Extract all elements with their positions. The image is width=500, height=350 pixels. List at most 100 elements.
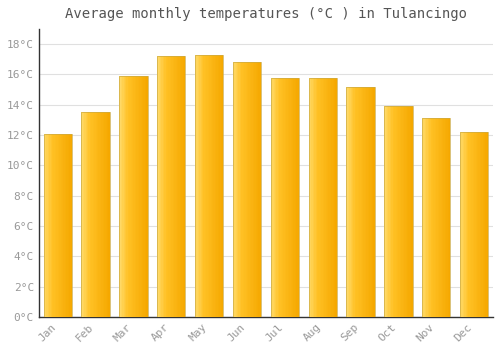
Bar <box>55 134 56 317</box>
Bar <box>318 77 320 317</box>
Bar <box>196 55 198 317</box>
Bar <box>252 62 254 317</box>
Bar <box>120 76 122 317</box>
Bar <box>407 106 408 317</box>
Bar <box>98 112 100 317</box>
Bar <box>206 55 208 317</box>
Bar <box>436 118 438 317</box>
Bar <box>83 112 84 317</box>
Bar <box>476 132 477 317</box>
Bar <box>314 77 316 317</box>
Bar <box>296 77 298 317</box>
Bar <box>290 77 292 317</box>
Bar <box>404 106 406 317</box>
Bar <box>88 112 90 317</box>
Bar <box>258 62 260 317</box>
Bar <box>467 132 468 317</box>
Bar <box>275 77 276 317</box>
Bar <box>374 86 375 317</box>
Bar <box>164 56 166 317</box>
Bar <box>45 134 46 317</box>
Bar <box>106 112 107 317</box>
Bar <box>348 86 349 317</box>
Bar <box>198 55 199 317</box>
Title: Average monthly temperatures (°C ) in Tulancingo: Average monthly temperatures (°C ) in Tu… <box>65 7 467 21</box>
Bar <box>320 77 322 317</box>
Bar <box>468 132 470 317</box>
Bar <box>396 106 397 317</box>
Bar <box>466 132 467 317</box>
Bar <box>96 112 97 317</box>
Bar <box>292 77 294 317</box>
Bar <box>439 118 440 317</box>
Bar <box>204 55 205 317</box>
Bar <box>286 77 288 317</box>
Bar <box>130 76 132 317</box>
Bar <box>331 77 332 317</box>
Bar <box>233 62 234 317</box>
Bar <box>166 56 167 317</box>
Bar <box>289 77 290 317</box>
Bar <box>233 62 261 317</box>
Bar <box>313 77 314 317</box>
Bar <box>384 106 412 317</box>
Bar <box>392 106 394 317</box>
Bar <box>484 132 486 317</box>
Bar <box>176 56 177 317</box>
Bar <box>256 62 257 317</box>
Bar <box>445 118 446 317</box>
Bar <box>474 132 476 317</box>
Bar <box>435 118 436 317</box>
Bar <box>370 86 372 317</box>
Bar <box>278 77 279 317</box>
Bar <box>470 132 472 317</box>
Bar <box>182 56 184 317</box>
Bar <box>145 76 146 317</box>
Bar <box>222 55 224 317</box>
Bar <box>125 76 126 317</box>
Bar <box>138 76 139 317</box>
Bar <box>236 62 237 317</box>
Bar <box>54 134 55 317</box>
Bar <box>234 62 235 317</box>
Bar <box>139 76 140 317</box>
Bar <box>247 62 248 317</box>
Bar <box>462 132 463 317</box>
Bar <box>408 106 410 317</box>
Bar <box>477 132 478 317</box>
Bar <box>422 118 424 317</box>
Bar <box>394 106 396 317</box>
Bar <box>312 77 313 317</box>
Bar <box>142 76 144 317</box>
Bar <box>129 76 130 317</box>
Bar <box>362 86 364 317</box>
Bar <box>237 62 238 317</box>
Bar <box>44 134 45 317</box>
Bar <box>360 86 362 317</box>
Bar <box>124 76 125 317</box>
Bar <box>372 86 374 317</box>
Bar <box>425 118 426 317</box>
Bar <box>369 86 370 317</box>
Bar <box>250 62 252 317</box>
Bar <box>68 134 69 317</box>
Bar <box>442 118 444 317</box>
Bar <box>350 86 352 317</box>
Bar <box>364 86 365 317</box>
Bar <box>463 132 464 317</box>
Bar <box>84 112 86 317</box>
Bar <box>402 106 404 317</box>
Bar <box>322 77 324 317</box>
Bar <box>128 76 129 317</box>
Bar <box>411 106 412 317</box>
Bar <box>134 76 135 317</box>
Bar <box>388 106 390 317</box>
Bar <box>49 134 50 317</box>
Bar <box>336 77 337 317</box>
Bar <box>168 56 170 317</box>
Bar <box>162 56 163 317</box>
Bar <box>472 132 474 317</box>
Bar <box>92 112 94 317</box>
Bar <box>328 77 330 317</box>
Bar <box>178 56 180 317</box>
